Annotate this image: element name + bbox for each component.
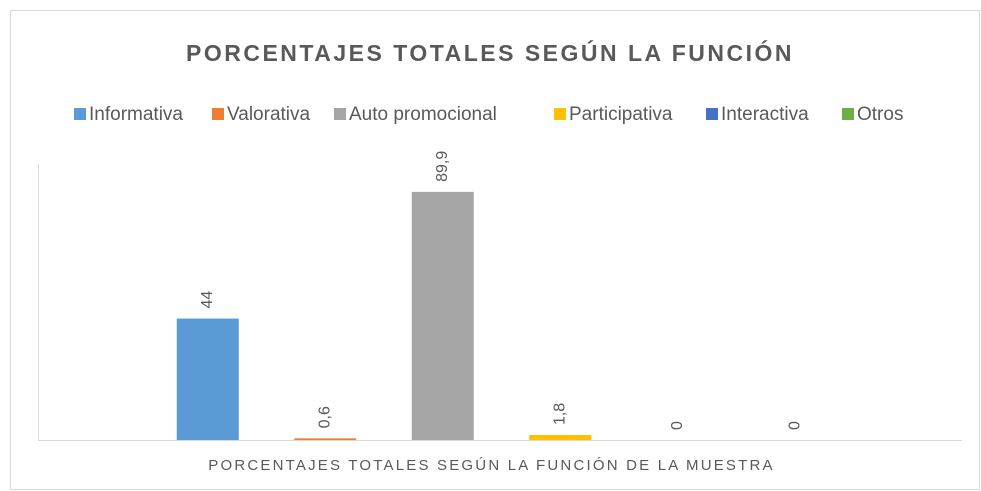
legend-swatch — [706, 108, 718, 120]
bar — [294, 438, 357, 440]
legend-label: Interactiva — [721, 104, 809, 125]
legend-label: Valorativa — [227, 104, 311, 125]
chart-frame — [10, 10, 980, 490]
data-label: 44 — [199, 291, 216, 309]
legend-swatch — [212, 108, 224, 120]
bar — [176, 318, 239, 440]
legend-label: Otros — [857, 104, 903, 125]
legend-label: Informativa — [89, 104, 183, 125]
legend-swatch — [554, 108, 566, 120]
data-label: 0 — [669, 421, 686, 430]
chart-title: PORCENTAJES TOTALES SEGÚN LA FUNCIÓN — [186, 39, 794, 66]
bar — [411, 191, 474, 440]
legend-swatch — [334, 108, 346, 120]
data-label: 0,6 — [316, 406, 333, 428]
legend-label: Auto promocional — [349, 104, 497, 125]
x-tick-label: PORCENTAJES TOTALES SEGÚN LA FUNCIÓN DE … — [208, 457, 775, 474]
data-label: 1,8 — [551, 403, 568, 425]
data-label: 89,9 — [434, 151, 451, 182]
bar — [529, 435, 592, 440]
legend-swatch — [74, 108, 86, 120]
legend-swatch — [842, 108, 854, 120]
data-label: 0 — [786, 421, 803, 430]
legend-label: Participativa — [569, 104, 673, 125]
